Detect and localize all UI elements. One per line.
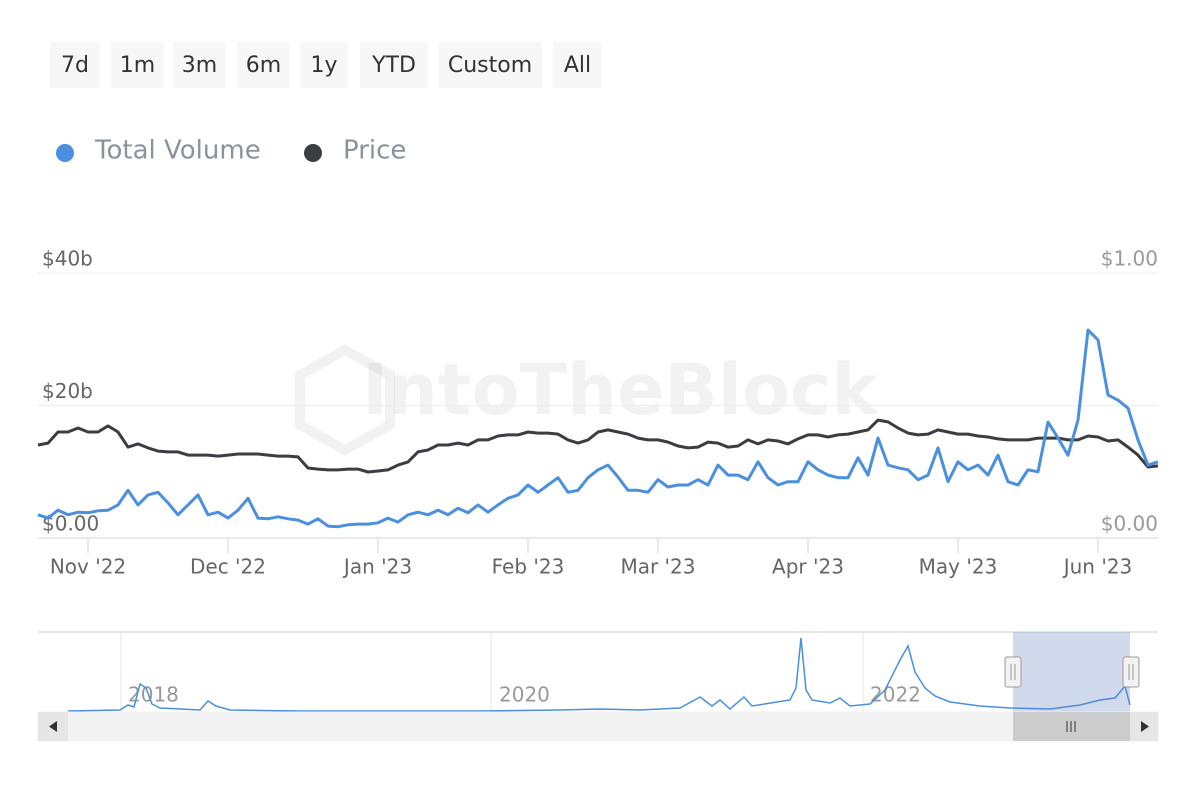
range-button[interactable] bbox=[553, 42, 602, 88]
x-tick-label: May '23 bbox=[919, 555, 998, 579]
legend-marker bbox=[56, 144, 74, 162]
watermark-logo bbox=[295, 344, 395, 456]
x-tick-label: Apr '23 bbox=[772, 555, 844, 579]
legend-label: Price bbox=[343, 136, 406, 166]
range-button[interactable] bbox=[111, 42, 164, 88]
range-button[interactable] bbox=[50, 42, 100, 88]
x-tick-label: Nov '22 bbox=[50, 555, 126, 579]
scrollbar-grip bbox=[1066, 721, 1076, 732]
range-button-label: 1m bbox=[120, 53, 155, 78]
legend-label: Total Volume bbox=[94, 136, 261, 166]
x-tick-label: Feb '23 bbox=[492, 555, 565, 579]
navigator-handle-grip bbox=[1010, 664, 1016, 680]
range-button-label: All bbox=[564, 53, 591, 78]
navigator-line bbox=[67, 637, 1131, 712]
range-button-label: 1y bbox=[310, 53, 337, 78]
range-button[interactable] bbox=[300, 42, 348, 88]
range-button[interactable] bbox=[360, 42, 428, 88]
range-button-label: Custom bbox=[448, 53, 532, 78]
legend-marker bbox=[304, 144, 322, 162]
series-line bbox=[37, 418, 1159, 474]
range-button-label: 7d bbox=[61, 53, 89, 78]
range-button[interactable] bbox=[173, 42, 226, 88]
navigator-handle-grip bbox=[1128, 664, 1134, 680]
navigator: 2018 2020 2022 bbox=[37, 631, 1159, 742]
scrollbar-arrow bbox=[1141, 721, 1149, 732]
navigator-handle[interactable] bbox=[1122, 656, 1140, 688]
scrollbar-track[interactable] bbox=[37, 711, 1159, 742]
navigator-label: 2022 bbox=[870, 683, 921, 707]
navigator-handle[interactable] bbox=[1004, 656, 1022, 688]
scrollbar-arrow bbox=[49, 721, 57, 732]
navigator-label: 2018 bbox=[128, 683, 179, 707]
x-tick-label: Jun '23 bbox=[1062, 555, 1133, 579]
navigator-label: 2020 bbox=[499, 683, 550, 707]
x-tick-label: Mar '23 bbox=[620, 555, 695, 579]
range-button-label: YTD bbox=[371, 53, 416, 78]
series-line bbox=[37, 328, 1159, 529]
range-button-label: 3m bbox=[182, 53, 217, 78]
navigator-selection[interactable] bbox=[1013, 632, 1130, 712]
watermark: IntoTheBlock bbox=[362, 349, 879, 431]
range-button-label: 6m bbox=[246, 53, 281, 78]
x-tick-label: Jan '23 bbox=[342, 555, 412, 579]
y2-tick-label: $0.00 bbox=[1101, 512, 1158, 536]
y-tick-label: $40b bbox=[42, 247, 93, 271]
range-button[interactable] bbox=[237, 42, 290, 88]
y-tick-label: $20b bbox=[42, 379, 93, 403]
range-button[interactable] bbox=[438, 42, 542, 88]
y2-tick-label: $1.00 bbox=[1101, 247, 1158, 271]
x-tick-label: Dec '22 bbox=[190, 555, 266, 579]
